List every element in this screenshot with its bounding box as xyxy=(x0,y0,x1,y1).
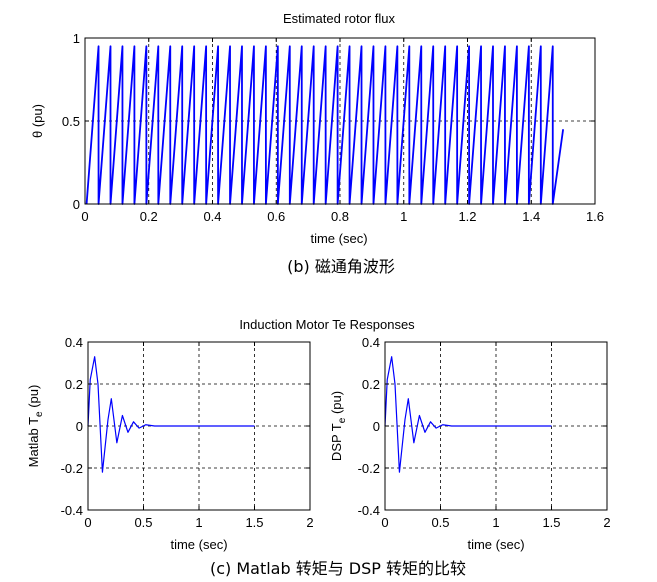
dsp-te-x-tick-label: 0.5 xyxy=(431,515,449,530)
dsp-te-y-tick-label: 0.4 xyxy=(362,335,380,350)
matlab-te-x-tick-label: 1 xyxy=(195,515,202,530)
dsp-te-y-tick-label: -0.4 xyxy=(358,503,380,518)
rotor-flux-series xyxy=(85,45,565,205)
rotor-flux-x-label: time (sec) xyxy=(310,231,367,246)
dsp-te-y-tick-label: -0.2 xyxy=(358,461,380,476)
dsp-te-chart: 0 0.5 1 1.5 2 -0.4 -0.2 0 0.2 0.4 time (sec) DSP… xyxy=(329,335,611,552)
dsp-te-x-label: time (sec) xyxy=(467,537,524,552)
matlab-te-chart: Induction Motor Te Responses 0 0.5 1 1.5 2 -… xyxy=(26,317,415,552)
rotor-flux-y-tick-label: 0.5 xyxy=(62,114,80,129)
matlab-te-x-tick-label: 1.5 xyxy=(245,515,263,530)
dsp-te-y-label: DSP Te (pu) xyxy=(329,391,348,461)
caption-b: (b) 磁通角波形 xyxy=(287,257,395,276)
rotor-flux-x-tick-label: 0.2 xyxy=(140,209,158,224)
rotor-flux-x-tick-label: 1 xyxy=(400,209,407,224)
rotor-flux-title: Estimated rotor flux xyxy=(283,11,395,26)
matlab-te-y-ticks: -0.4 -0.2 0 0.2 0.4 xyxy=(61,335,310,518)
dsp-te-axes-box xyxy=(384,341,608,511)
rotor-flux-x-tick-label: 1.2 xyxy=(458,209,476,224)
dsp-te-x-tick-label: 2 xyxy=(603,515,610,530)
matlab-te-x-label: time (sec) xyxy=(170,537,227,552)
matlab-te-series-line xyxy=(87,356,255,473)
rotor-flux-x-tick-label: 1.6 xyxy=(586,209,604,224)
dsp-te-series xyxy=(384,356,552,473)
rotor-flux-x-ticks: 0 0.2 0.4 0.6 0.8 1 1.2 1.4 1.6 xyxy=(81,38,604,224)
matlab-te-series xyxy=(87,356,255,473)
matlab-te-y-tick-label: -0.2 xyxy=(61,461,83,476)
dsp-te-x-tick-label: 1.5 xyxy=(542,515,560,530)
rotor-flux-x-tick-label: 0.4 xyxy=(203,209,221,224)
matlab-te-x-tick-label: 0.5 xyxy=(134,515,152,530)
te-responses-title: Induction Motor Te Responses xyxy=(239,317,415,332)
rotor-flux-x-tick-label: 0 xyxy=(81,209,88,224)
matlab-te-y-tick-label: 0.2 xyxy=(65,377,83,392)
matlab-te-axes-box xyxy=(87,341,311,511)
matlab-te-y-tick-label: 0.4 xyxy=(65,335,83,350)
rotor-flux-series-line xyxy=(85,45,565,205)
dsp-te-y-tick-label: 0 xyxy=(373,419,380,434)
dsp-te-y-ticks: -0.4 -0.2 0 0.2 0.4 xyxy=(358,335,607,518)
rotor-flux-chart: Estimated rotor flux 0 0.2 0.4 0.6 0.8 1 1.2 1.… xyxy=(30,11,604,276)
rotor-flux-y-tick-label: 1 xyxy=(73,31,80,46)
matlab-te-x-tick-label: 0 xyxy=(84,515,91,530)
dsp-te-y-tick-label: 0.2 xyxy=(362,377,380,392)
matlab-te-y-label: Matlab Te (pu) xyxy=(26,385,45,468)
rotor-flux-x-tick-label: 0.8 xyxy=(331,209,349,224)
dsp-te-x-tick-label: 1 xyxy=(492,515,499,530)
matlab-te-y-tick-label: -0.4 xyxy=(61,503,83,518)
rotor-flux-y-label: θ (pu) xyxy=(30,104,45,138)
rotor-flux-x-tick-label: 1.4 xyxy=(522,209,540,224)
dsp-te-x-tick-label: 0 xyxy=(381,515,388,530)
matlab-te-x-tick-label: 2 xyxy=(306,515,313,530)
rotor-flux-y-tick-label: 0 xyxy=(73,197,80,212)
matlab-te-y-tick-label: 0 xyxy=(76,419,83,434)
dsp-te-series-line xyxy=(384,356,552,473)
rotor-flux-y-ticks: 00.51 xyxy=(62,31,595,212)
rotor-flux-axes-box xyxy=(84,37,596,205)
rotor-flux-x-tick-label: 0.6 xyxy=(267,209,285,224)
caption-c: (c) Matlab 转矩与 DSP 转矩的比较 xyxy=(210,559,466,578)
